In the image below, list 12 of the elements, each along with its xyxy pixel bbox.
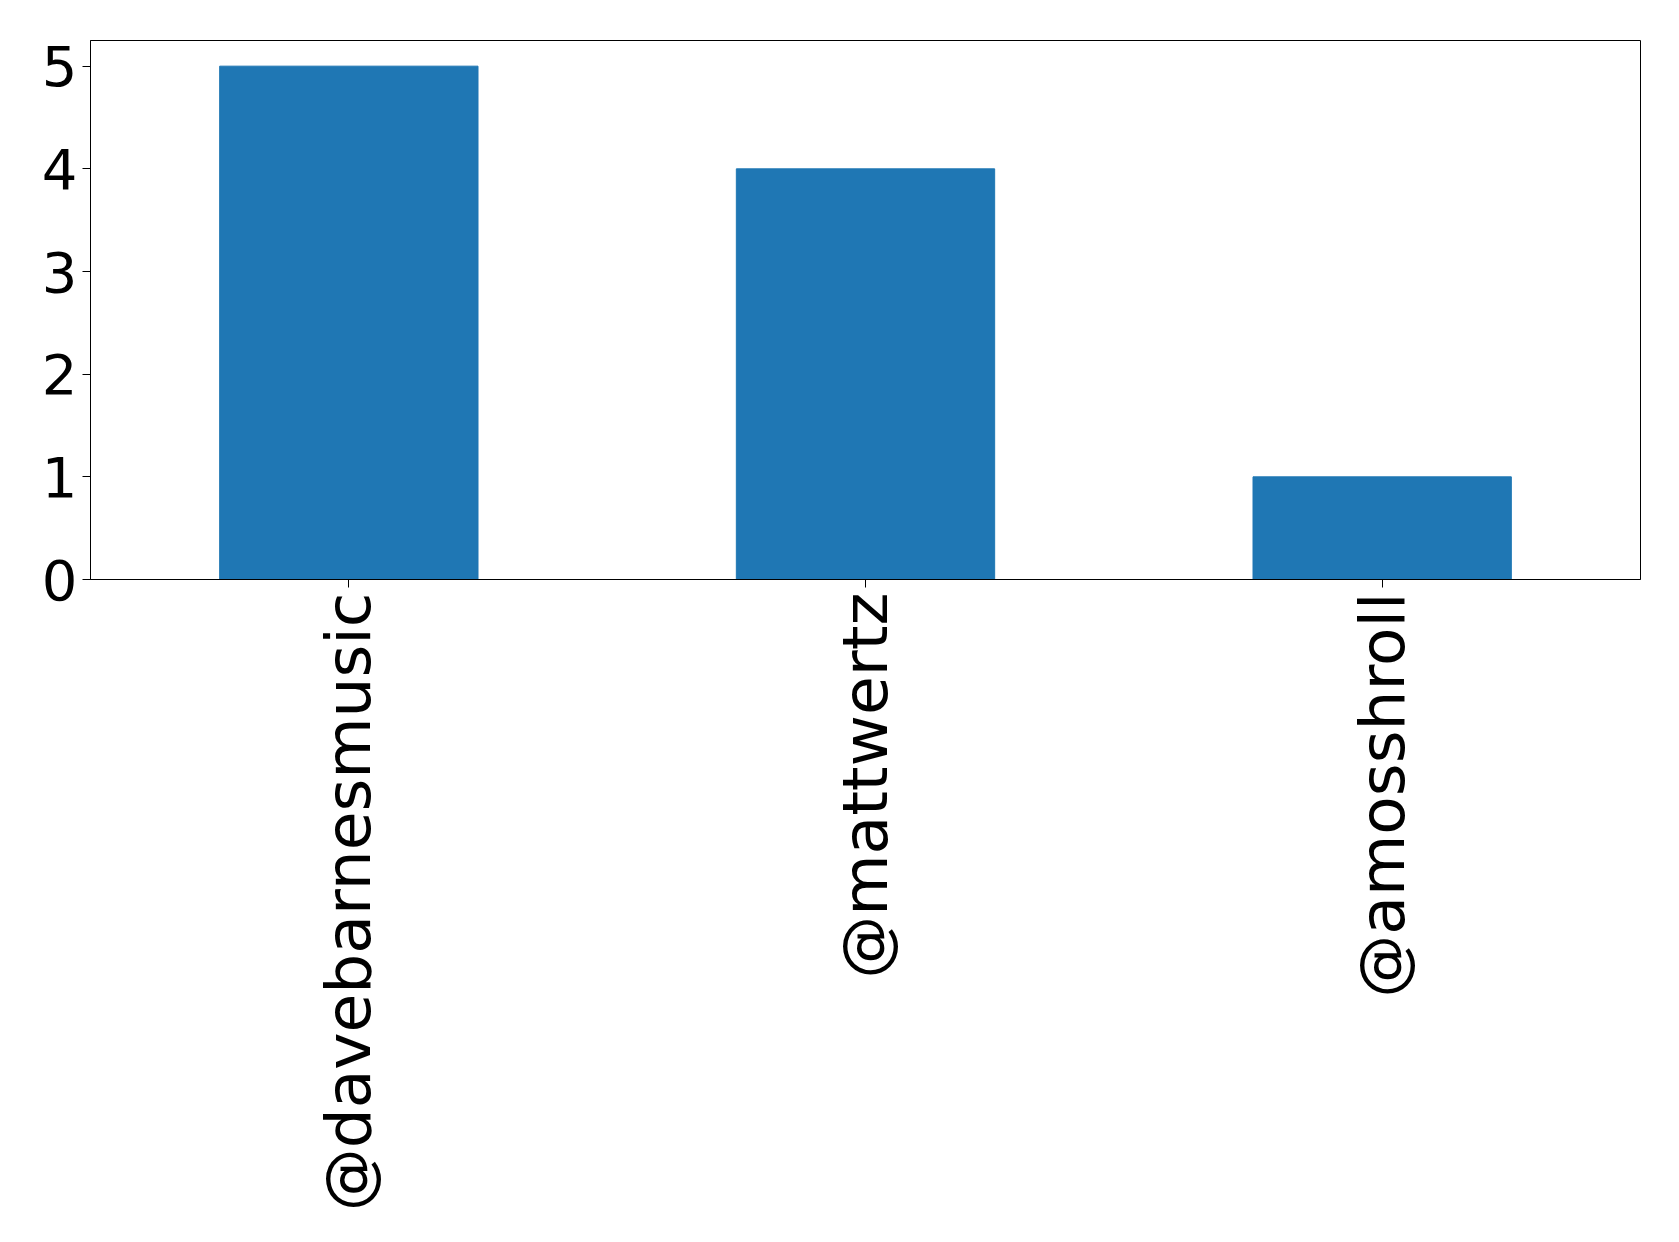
y-tick-label: 1 — [41, 444, 78, 510]
y-tick-label: 5 — [41, 34, 78, 100]
y-tick-label: 3 — [41, 239, 78, 305]
bar — [219, 65, 479, 580]
y-tick-label: 4 — [41, 136, 78, 202]
x-tick-label: @mattwertz — [829, 592, 902, 979]
y-tick-label: 2 — [41, 342, 78, 408]
x-tick-label: @davebarnesmusic — [312, 592, 386, 1212]
y-tick-label: 0 — [41, 547, 78, 613]
bar — [735, 168, 996, 580]
bar — [1252, 476, 1512, 580]
x-tick-label: @amosshroll — [1345, 592, 1419, 998]
